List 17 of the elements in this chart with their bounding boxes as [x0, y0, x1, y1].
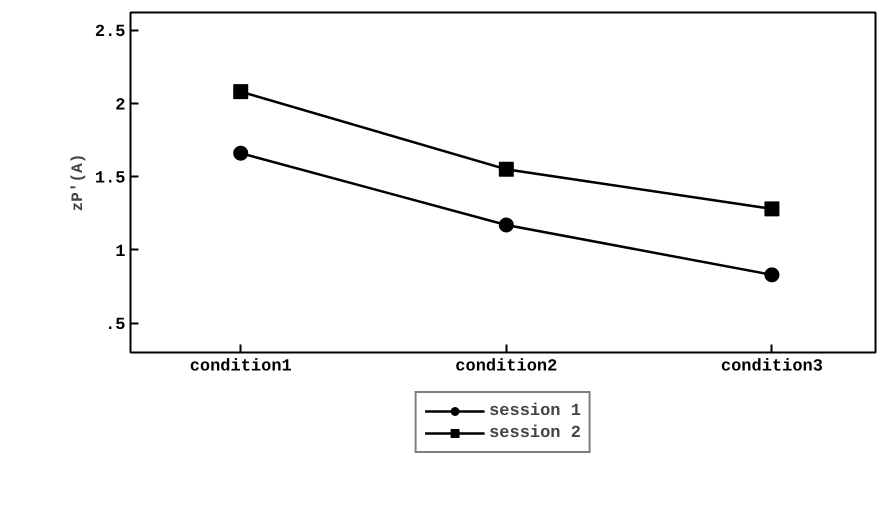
- x-tick-label: condition1: [190, 358, 292, 376]
- legend-label: session 1: [489, 402, 581, 420]
- legend-label: session 2: [489, 424, 581, 442]
- y-tick-label: 1.5: [94, 170, 126, 189]
- y-tick-label: 2: [115, 96, 126, 116]
- y-tick-label: 2.5: [94, 23, 126, 42]
- point: [233, 146, 248, 161]
- y-tick-label: .5: [105, 316, 126, 336]
- y-tick-label: 1: [115, 242, 126, 262]
- point: [764, 267, 780, 282]
- x-tick-label: condition2: [455, 358, 558, 376]
- point: [498, 218, 514, 232]
- y-axis-title: zP'(A): [68, 154, 87, 212]
- point: [233, 84, 248, 100]
- x-tick-label: condition3: [720, 358, 823, 376]
- point: [764, 201, 780, 216]
- point: [498, 162, 514, 177]
